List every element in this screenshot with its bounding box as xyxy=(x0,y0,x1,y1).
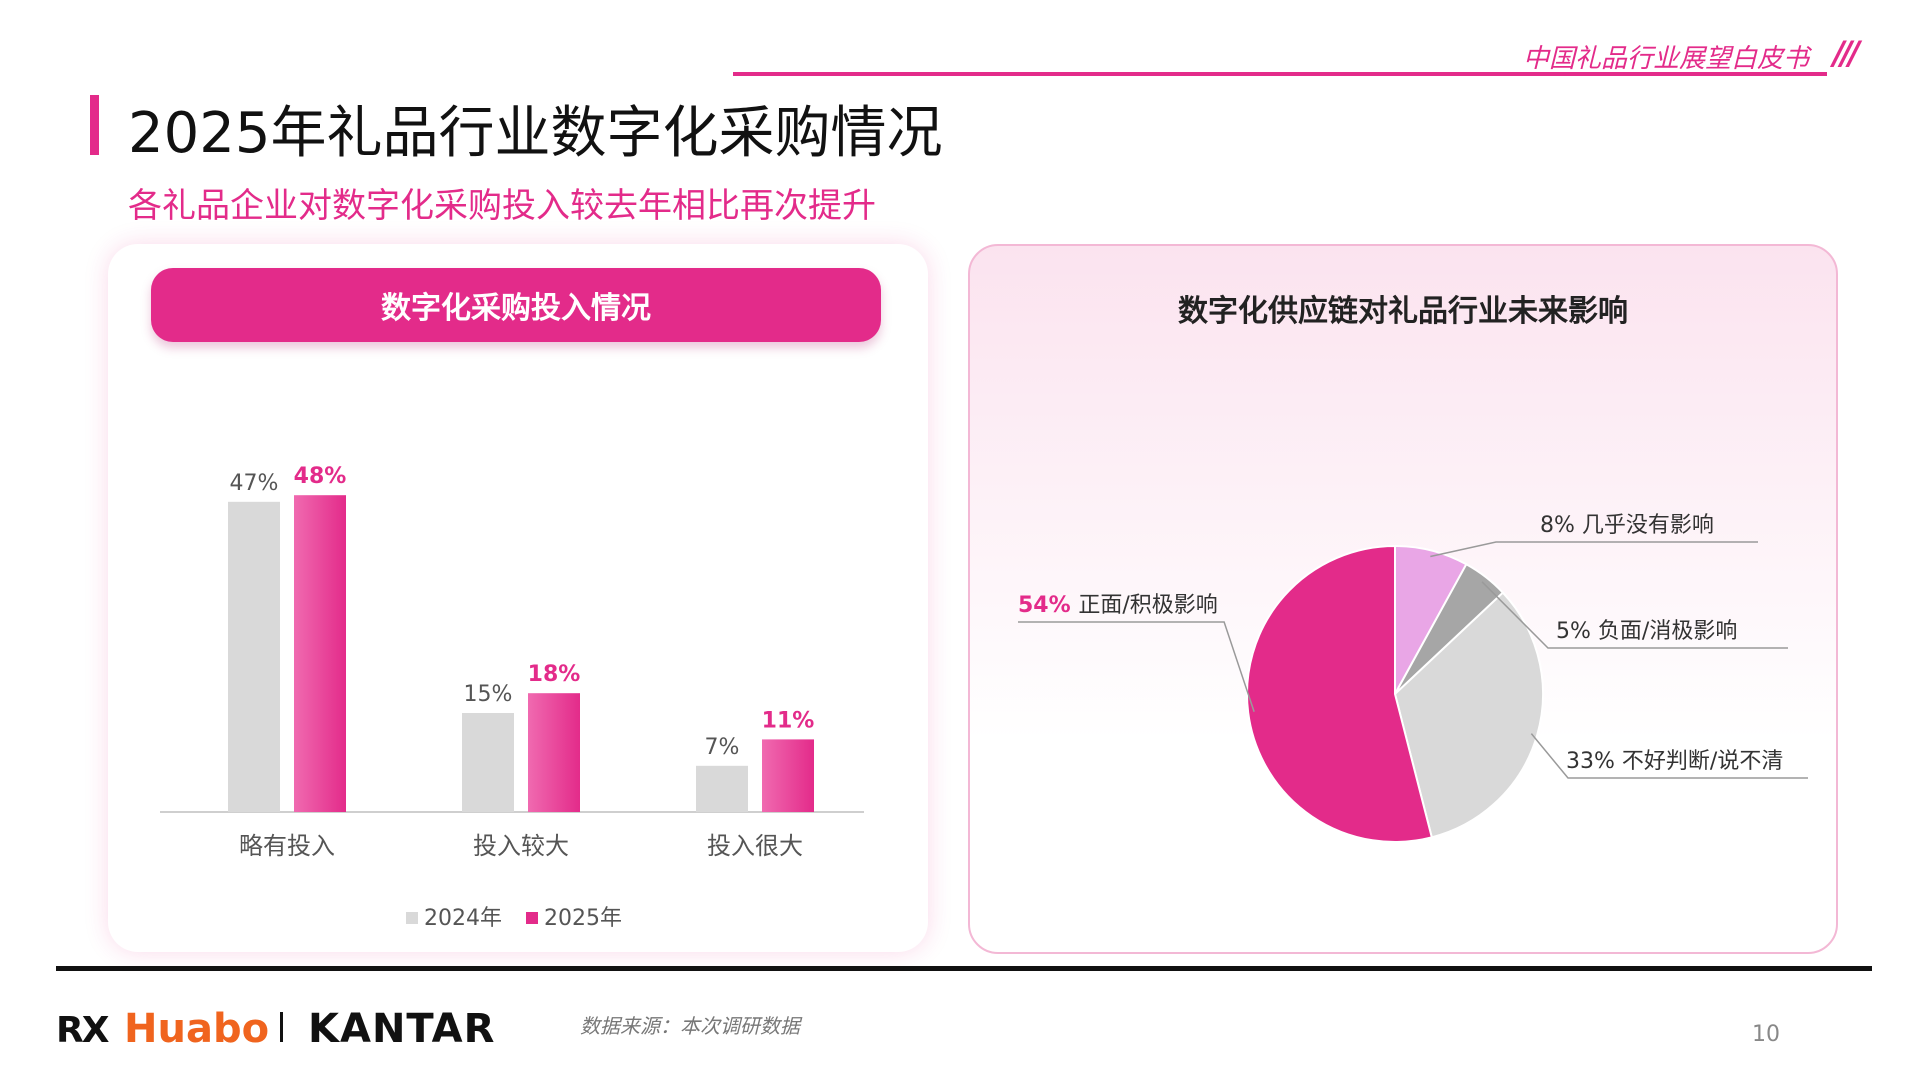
data-label: 11% xyxy=(762,708,815,733)
legend-label: 2024年 xyxy=(424,906,502,931)
pie-label: 5% 负面/消极影响 xyxy=(1556,619,1737,644)
category-label: 投入很大 xyxy=(707,832,803,860)
report-title: 中国礼品行业展望白皮书 xyxy=(1522,44,1809,74)
bar-chart: 47% 48% 略有投入 15% 18% 投入较大 7% 11% 投入很大 2024年 2025年 xyxy=(160,464,864,931)
bar-2025-2 xyxy=(528,693,580,812)
title-accent-bar xyxy=(90,95,99,155)
page-title: 2025年礼品行业数字化采购情况 xyxy=(128,101,943,166)
logo-separator xyxy=(280,1012,283,1042)
header-divider xyxy=(733,72,1827,76)
bar-2025-1 xyxy=(294,495,346,812)
data-label: 47% xyxy=(230,471,279,496)
page-subtitle: 各礼品企业对数字化采购投入较去年相比再次提升 xyxy=(128,186,876,226)
data-label: 7% xyxy=(705,735,740,760)
pie-slice-3 xyxy=(1393,591,1544,839)
rx-logo: RX xyxy=(56,1010,110,1051)
data-label: 48% xyxy=(294,464,347,489)
bar-2025-3 xyxy=(762,739,814,812)
category-label: 投入较大 xyxy=(473,832,569,860)
kantar-logo: KANTAR xyxy=(308,1006,496,1052)
header-slash-decoration: /// xyxy=(1832,34,1860,72)
pie-label: 8% 几乎没有影响 xyxy=(1540,513,1714,538)
legend-swatch xyxy=(406,912,418,924)
category-label: 略有投入 xyxy=(239,832,335,860)
data-label: 18% xyxy=(528,662,581,687)
footer-divider xyxy=(56,966,1872,971)
data-label: 15% xyxy=(464,682,513,707)
pie-label: 54% 正面/积极影响 xyxy=(1018,593,1218,618)
huabo-logo: Huabo xyxy=(124,1006,270,1052)
pie-label: 33% 不好判断/说不清 xyxy=(1566,749,1783,774)
bar-2024-3 xyxy=(696,765,748,812)
bar-2024-1 xyxy=(228,501,280,812)
leader-line xyxy=(1430,541,1758,558)
leader-line xyxy=(1018,621,1255,713)
leader-line xyxy=(1530,733,1808,779)
legend-label: 2025年 xyxy=(544,906,622,931)
page-number: 10 xyxy=(1752,1022,1780,1047)
legend-swatch xyxy=(526,912,538,924)
pie-chart: 8% 几乎没有影响 5% 负面/消极影响 33% 不好判断/说不清 54% 正面/积极… xyxy=(1018,513,1808,843)
pie-slice-4 xyxy=(1246,544,1434,843)
leader-line xyxy=(1481,581,1788,649)
pie-chart-title: 数字化供应链对礼品行业未来影响 xyxy=(1178,294,1628,329)
data-source-note: 数据来源：本次调研数据 xyxy=(580,1014,800,1038)
bar-2024-2 xyxy=(462,713,514,812)
bar-chart-title: 数字化采购投入情况 xyxy=(151,268,881,342)
